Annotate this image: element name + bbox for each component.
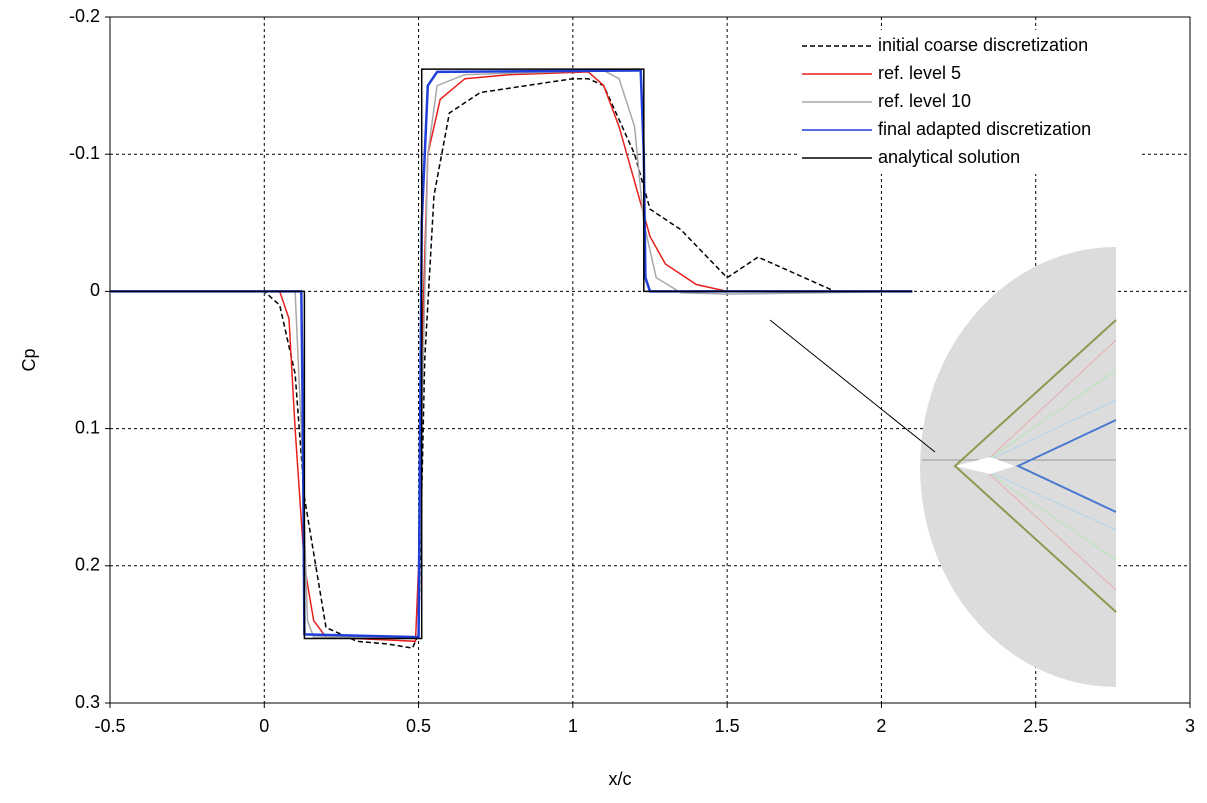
legend-label: final adapted discretization xyxy=(878,119,1091,139)
y-tick-label: -0.1 xyxy=(69,143,100,163)
y-tick-label: -0.2 xyxy=(69,6,100,26)
data-line xyxy=(110,71,913,643)
x-axis-label: x/c xyxy=(608,769,631,789)
legend-label: analytical solution xyxy=(878,147,1020,167)
data-line xyxy=(110,77,913,649)
y-tick-label: 0.2 xyxy=(75,555,100,575)
plot-frame xyxy=(109,16,1191,704)
x-tick-label: 1.5 xyxy=(715,716,740,736)
x-tick-label: 1 xyxy=(568,716,578,736)
y-tick-label: 0 xyxy=(90,280,100,300)
inset-shock xyxy=(953,319,1117,613)
y-axis-label: Cp xyxy=(19,348,39,371)
x-tick-label: -0.5 xyxy=(94,716,125,736)
x-tick-label: 0.5 xyxy=(406,716,431,736)
inset-fan xyxy=(984,339,1117,591)
inset-shock xyxy=(1015,419,1117,513)
inset-schematic xyxy=(769,247,1117,687)
y-tick-label: 0.3 xyxy=(75,692,100,712)
y-tick-label: 0.1 xyxy=(75,417,100,437)
x-tick-label: 3 xyxy=(1185,716,1195,736)
legend-label: ref. level 10 xyxy=(878,91,971,111)
inset-airfoil xyxy=(955,457,1015,474)
x-tick-label: 2.5 xyxy=(1023,716,1048,736)
legend-label: ref. level 5 xyxy=(878,63,961,83)
x-tick-label: 0 xyxy=(259,716,269,736)
data-line xyxy=(110,69,913,638)
data-line xyxy=(110,69,913,639)
legend-label: initial coarse discretization xyxy=(878,35,1088,55)
x-tick-label: 2 xyxy=(876,716,886,736)
data-line xyxy=(110,68,913,640)
inset-pointer xyxy=(769,319,936,453)
